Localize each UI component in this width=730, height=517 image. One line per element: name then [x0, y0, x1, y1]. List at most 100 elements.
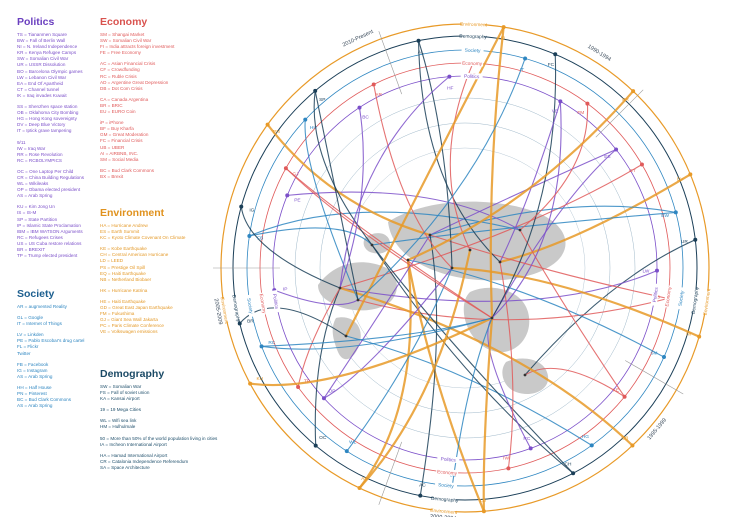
- category-label-bg: [460, 72, 483, 80]
- legend-item: EQ = Haiti Earthquake: [100, 270, 146, 276]
- event-node: [614, 147, 619, 152]
- legend-item: SW = Somalian Civil War: [17, 56, 69, 62]
- legend-item: BR = BRIC: [100, 102, 123, 108]
- event-node: [693, 237, 698, 242]
- map-south-america: [332, 317, 361, 360]
- connection-arc: [249, 227, 373, 246]
- connection-arc: [249, 211, 521, 237]
- legend-item: RR = Rose Revolution: [17, 151, 63, 157]
- category-label-bg: [231, 296, 242, 320]
- event-tag: AS: [361, 476, 367, 482]
- legend-item: ES = Earth Summit: [100, 229, 140, 235]
- category-label: Politics: [652, 286, 660, 302]
- category-label: Environment: [703, 288, 713, 316]
- category-label: Society: [678, 290, 686, 307]
- event-tag: GJ: [292, 171, 299, 177]
- legend-item: LV = Linkden: [17, 332, 44, 338]
- legend-item: RC = Refugees Crises: [17, 234, 63, 240]
- legend-item: FC = Financial Crisis: [100, 138, 143, 144]
- connection-arc: [313, 90, 373, 246]
- connection-arc: [429, 148, 617, 236]
- category-label-bg: [245, 294, 256, 318]
- event-tag: BR: [622, 97, 629, 103]
- connection-arc: [429, 205, 676, 236]
- connection-arc: [371, 244, 574, 474]
- legend-item: LW = Lebanon Civil War: [17, 74, 67, 80]
- event-node: [589, 443, 594, 448]
- legend-item: DV = Deep Blue Victory: [17, 122, 66, 128]
- legend-item: KA = Kansai Airport: [100, 396, 140, 402]
- event-node: [553, 52, 558, 57]
- category-labels: Environment Demography Society Economy Polit…: [219, 20, 713, 516]
- legend-item: VE = Volkswagen emissions: [100, 329, 158, 335]
- economy-heading: Economy: [100, 16, 148, 28]
- legend-item: AC = Asian Financial Crisis: [100, 61, 156, 67]
- category-label-bg: [676, 287, 686, 310]
- event-tag: TP: [304, 378, 310, 384]
- event-node: [296, 385, 301, 390]
- category-label-bg: [271, 289, 281, 313]
- connection-arc: [499, 261, 514, 469]
- legend-item: FS = Fall of soviet union: [100, 390, 150, 396]
- event-node: [585, 101, 590, 106]
- legend-item: DB = Dot Com Crisis: [100, 85, 143, 91]
- connection-arcs: [239, 26, 700, 512]
- legend-item: FB = Facebook: [17, 361, 49, 367]
- legend-item: OC = One Laptop Per Child: [17, 168, 74, 174]
- event-node: [501, 25, 506, 30]
- event-tag: UR: [681, 239, 688, 245]
- demography-groups: SW = Somalian War FS = Fall of soviet uni…: [100, 384, 217, 471]
- period-labels: 1990-1994 1995-1999 2000-2004 2005-2009 2010…: [213, 29, 668, 517]
- event-node: [247, 233, 252, 238]
- event-tag: PN: [273, 129, 280, 135]
- legend-item: GD = Great East Japan Earthquake: [100, 305, 173, 311]
- map-location-dot: [406, 258, 410, 262]
- event-node: [344, 449, 349, 454]
- connection-arc: [285, 167, 493, 319]
- category-label: Environment: [460, 21, 488, 28]
- connection-arc: [314, 287, 341, 446]
- ring-nodes: ESCTDVBWURLWTSNISMKEOBHGCHRCIWLDSSACASWL…: [237, 25, 702, 514]
- connection-arc: [499, 101, 561, 263]
- category-label: Demography: [431, 496, 459, 504]
- legend-item: HM = Hulhulmale: [100, 424, 136, 430]
- legend-item: SS = Shenzhen space station: [17, 104, 78, 110]
- sector-boundary: [625, 360, 684, 395]
- category-label: Politics: [271, 293, 280, 310]
- legend-item: GJ = Giant Sea Wall Jakarta: [100, 317, 158, 323]
- connection-arc: [346, 267, 453, 452]
- connection-arc: [339, 107, 364, 289]
- connection-arc: [482, 317, 494, 512]
- legend-item: FE = Free Economy: [100, 50, 141, 56]
- event-node: [481, 509, 486, 514]
- legend-item: CA = Canada Argentina: [100, 96, 149, 102]
- event-node: [697, 334, 702, 339]
- event-node: [416, 38, 421, 43]
- legend-item: AS = Arab Spring: [17, 193, 53, 199]
- connection-arc: [339, 163, 643, 289]
- connection-arc: [429, 234, 668, 300]
- connection-arc: [519, 103, 589, 231]
- connection-arc: [407, 90, 634, 262]
- category-label: Society: [245, 298, 254, 315]
- event-tag: OP: [329, 389, 336, 395]
- legend-item: AI = AIRBNB, INC.: [100, 150, 139, 156]
- event-node: [654, 268, 659, 273]
- event-node: [622, 394, 627, 399]
- category-label: Environment: [219, 297, 230, 325]
- event-node: [265, 122, 270, 127]
- connection-arc: [417, 40, 501, 263]
- category-label: Economy: [437, 469, 458, 477]
- category-label-bg: [434, 481, 458, 490]
- legend-item: AS = Arab Spring: [17, 403, 53, 409]
- event-tag: IT: [520, 67, 524, 73]
- environment-legend: Environment HA = Hurricane Andrew ES = Ea…: [100, 207, 185, 336]
- event-node: [571, 471, 576, 476]
- legend-item: BO = Barcelona Olympic games: [17, 68, 83, 74]
- event-tag: IG: [249, 207, 254, 213]
- event-node: [506, 466, 511, 471]
- event-tag: FB: [257, 235, 263, 241]
- event-tag: KU: [256, 376, 263, 382]
- legend-item: KU = Kim Jong Un: [17, 204, 55, 210]
- map-eurasia: [388, 201, 566, 281]
